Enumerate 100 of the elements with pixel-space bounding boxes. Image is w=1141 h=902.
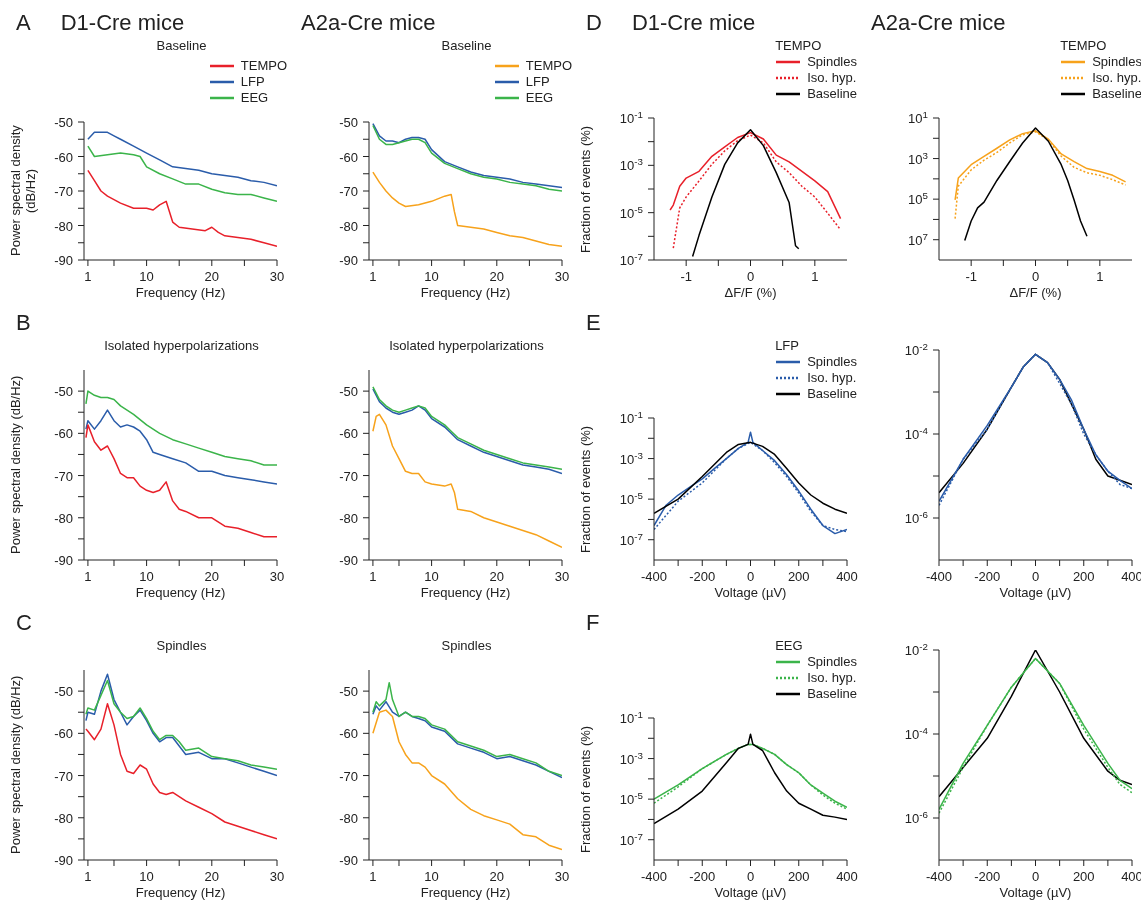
x-tick-label: 30 bbox=[269, 269, 285, 284]
y-tick-label: 10$^{-5}$ bbox=[619, 789, 644, 808]
line-series bbox=[85, 390, 277, 466]
x-axis-title: Frequency (Hz) bbox=[420, 585, 511, 600]
legend-label: EEG bbox=[525, 90, 554, 105]
y-tick-label: -90 bbox=[339, 553, 358, 568]
x-tick-label: 10 bbox=[424, 869, 439, 884]
y-tick-label: -70 bbox=[54, 768, 73, 784]
y-axis-title: Fraction of events (%) bbox=[578, 425, 593, 553]
x-tick-label: -200 bbox=[974, 869, 1001, 884]
x-tick-label: 30 bbox=[554, 569, 570, 584]
x-axis-title: Voltage (µV) bbox=[714, 585, 787, 600]
line-series bbox=[87, 131, 277, 187]
chart-title: Baseline bbox=[156, 38, 207, 53]
y-tick-label: 10$^{-3}$ bbox=[619, 449, 643, 467]
y-tick-label: -50 bbox=[339, 384, 358, 400]
y-tick-label: 10$^{-6}$ bbox=[904, 508, 928, 526]
text: A2a-Cre mice bbox=[871, 10, 1006, 35]
legend-label: Baseline bbox=[807, 86, 857, 101]
legend-label: Baseline bbox=[807, 386, 857, 401]
x-tick-label: 10 bbox=[424, 269, 439, 284]
y-tick-label: 10$^{1}$ bbox=[908, 108, 928, 126]
legend-label: Spindles bbox=[807, 54, 857, 69]
chart-title: Spindles bbox=[441, 638, 492, 653]
y-tick-label: 10$^{-7}$ bbox=[619, 830, 643, 848]
x-axis-title: Voltage (µV) bbox=[714, 885, 787, 900]
x-tick-label: -200 bbox=[689, 869, 716, 884]
y-tick-label: 10$^{-6}$ bbox=[904, 808, 928, 826]
x-tick-label: 30 bbox=[269, 869, 285, 884]
y-tick-label: -70 bbox=[339, 468, 358, 484]
x-axis-title: Frequency (Hz) bbox=[135, 285, 226, 300]
x-axis-title: Frequency (Hz) bbox=[420, 885, 511, 900]
line-series bbox=[85, 424, 277, 538]
x-tick-label: 0 bbox=[746, 869, 755, 884]
y-tick-label: -70 bbox=[54, 184, 73, 199]
x-axis-title: Frequency (Hz) bbox=[420, 285, 511, 300]
legend-label: TEMPO bbox=[525, 58, 572, 73]
line-series bbox=[654, 733, 847, 825]
line-series bbox=[85, 703, 277, 840]
y-tick-label: -90 bbox=[54, 253, 73, 268]
x-tick-label: 10 bbox=[424, 569, 439, 584]
line-series bbox=[87, 169, 277, 247]
y-tick-label: -60 bbox=[54, 726, 73, 742]
legend-label: Baseline bbox=[1092, 86, 1141, 101]
y-tick-label: -50 bbox=[339, 115, 358, 130]
y-tick-label: -70 bbox=[339, 184, 358, 199]
y-tick-label: 10$^{-1}$ bbox=[619, 408, 643, 426]
line-series bbox=[372, 171, 562, 247]
legend-label: LFP bbox=[525, 74, 550, 89]
y-tick-label: -80 bbox=[54, 218, 73, 234]
y-tick-label: -50 bbox=[54, 384, 73, 400]
x-tick-label: 0 bbox=[1031, 569, 1040, 584]
x-tick-label: 1 bbox=[84, 869, 92, 884]
x-tick-label: 0 bbox=[746, 569, 755, 584]
legend-label: EEG bbox=[240, 90, 269, 105]
legend-label: Spindles bbox=[807, 354, 857, 369]
chart-title: Baseline bbox=[441, 38, 492, 53]
line-series bbox=[85, 409, 277, 485]
y-tick-label: -80 bbox=[339, 218, 358, 234]
x-tick-label: 1 bbox=[369, 569, 377, 584]
y-tick-label: 10$^{-4}$ bbox=[904, 424, 929, 442]
line-series bbox=[963, 127, 1088, 242]
chart-title: Isolated hyperpolarizations bbox=[104, 338, 259, 353]
y-tick-label: -60 bbox=[339, 726, 358, 742]
x-tick-label: -1 bbox=[965, 269, 977, 284]
y-tick-label: -50 bbox=[339, 684, 358, 700]
legend-title: TEMPO bbox=[775, 38, 822, 53]
x-tick-label: 30 bbox=[554, 269, 570, 284]
x-axis-title: ΔF/F (%) bbox=[724, 285, 777, 300]
x-axis-title: Voltage (µV) bbox=[999, 585, 1072, 600]
x-tick-label: 400 bbox=[836, 569, 858, 584]
y-tick-label: -90 bbox=[54, 553, 73, 568]
x-tick-label: 10 bbox=[139, 569, 154, 584]
x-tick-label: 400 bbox=[836, 869, 858, 884]
y-tick-label: -60 bbox=[339, 149, 358, 165]
x-tick-label: 1 bbox=[811, 269, 819, 284]
legend-title: TEMPO bbox=[1060, 38, 1107, 53]
y-tick-label: 10$^{-7}$ bbox=[619, 530, 643, 548]
y-tick-label: -50 bbox=[54, 115, 73, 130]
y-tick-label: 10$^{-2}$ bbox=[904, 340, 928, 358]
y-tick-label: 10$^{-5}$ bbox=[619, 489, 644, 508]
x-tick-label: 0 bbox=[746, 269, 755, 284]
y-tick-label: -80 bbox=[339, 510, 358, 526]
line-series bbox=[372, 681, 562, 777]
x-tick-label: -400 bbox=[640, 869, 668, 884]
line-series bbox=[87, 145, 277, 203]
y-tick-label: -60 bbox=[54, 426, 73, 442]
x-tick-label: -200 bbox=[689, 569, 716, 584]
text: C bbox=[16, 610, 32, 635]
legend-label: Spindles bbox=[807, 654, 857, 669]
y-axis-title: Power spectral density (dB/Hz) bbox=[8, 375, 23, 555]
y-tick-label: 10$^{-1}$ bbox=[619, 108, 643, 126]
legend-label: Iso. hyp. bbox=[807, 70, 857, 85]
text: D bbox=[586, 10, 602, 35]
y-tick-label: 10$^{-3}$ bbox=[619, 749, 643, 767]
text: B bbox=[16, 310, 31, 335]
x-tick-label: -200 bbox=[974, 569, 1001, 584]
x-tick-label: -400 bbox=[925, 569, 953, 584]
x-tick-label: 0 bbox=[1031, 869, 1040, 884]
text: E bbox=[586, 310, 601, 335]
